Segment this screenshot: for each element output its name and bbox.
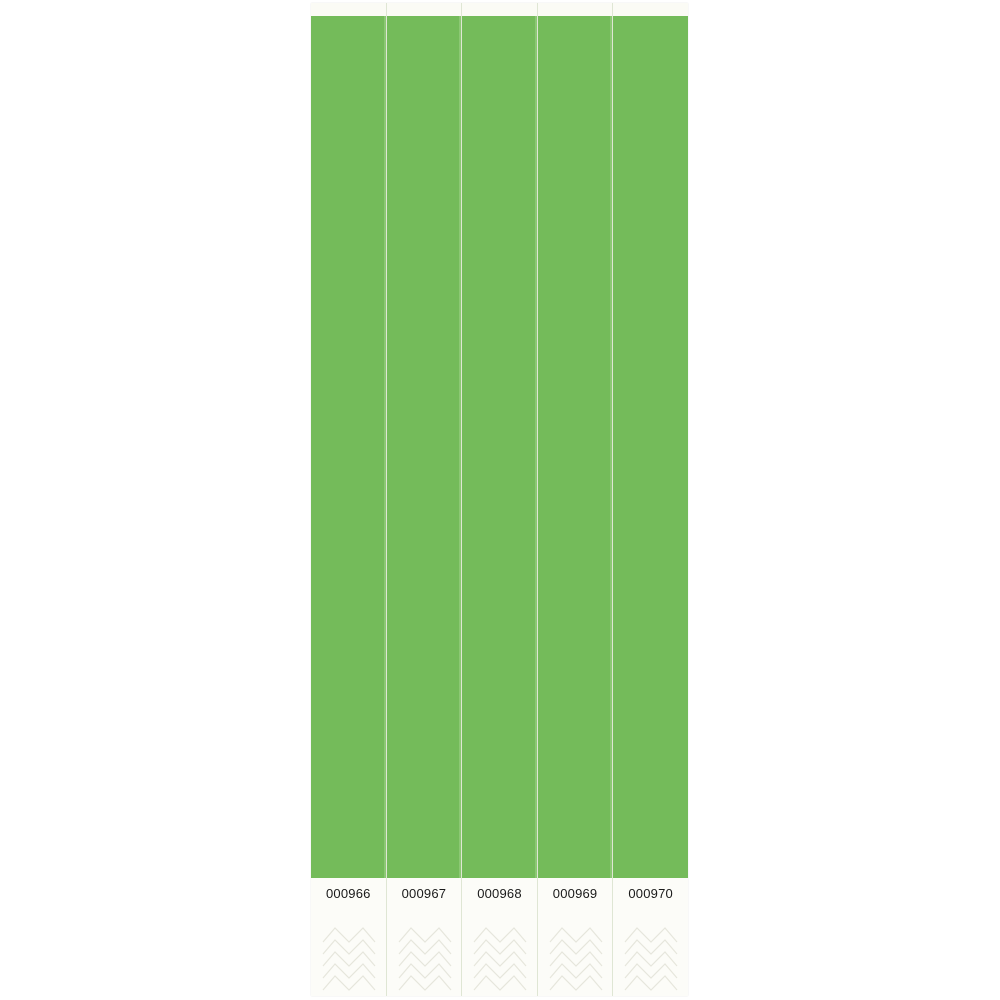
wave-pattern-icon xyxy=(549,927,603,991)
wristband: 000968 xyxy=(462,3,538,996)
adhesive-strip xyxy=(311,3,386,16)
adhesive-strip xyxy=(613,3,688,16)
band-body xyxy=(613,16,688,878)
number-tab: 000969 xyxy=(537,878,613,996)
number-tab: 000966 xyxy=(311,878,386,996)
wristband-sheet: 000966 000967 000968 000969 000970 xyxy=(311,3,688,996)
adhesive-strip xyxy=(537,3,613,16)
serial-number: 000969 xyxy=(552,886,598,901)
serial-number: 000970 xyxy=(628,886,673,901)
band-body xyxy=(386,16,462,878)
wave-pattern-icon xyxy=(322,927,376,991)
serial-number: 000968 xyxy=(477,886,522,901)
wristband: 000966 xyxy=(311,3,387,996)
number-tab: 000967 xyxy=(386,878,462,996)
band-body xyxy=(311,16,386,878)
wristband: 000969 xyxy=(537,3,614,996)
wristband: 000967 xyxy=(386,3,463,996)
wave-pattern-icon xyxy=(624,927,678,991)
wave-pattern-icon xyxy=(473,927,527,991)
band-body xyxy=(462,16,537,878)
adhesive-strip xyxy=(386,3,462,16)
band-body xyxy=(537,16,613,878)
wristband: 000970 xyxy=(613,3,688,996)
wave-pattern-icon xyxy=(398,927,452,991)
serial-number: 000966 xyxy=(326,886,371,901)
adhesive-strip xyxy=(462,3,537,16)
number-tab: 000968 xyxy=(462,878,537,996)
number-tab: 000970 xyxy=(613,878,688,996)
serial-number: 000967 xyxy=(401,886,447,901)
